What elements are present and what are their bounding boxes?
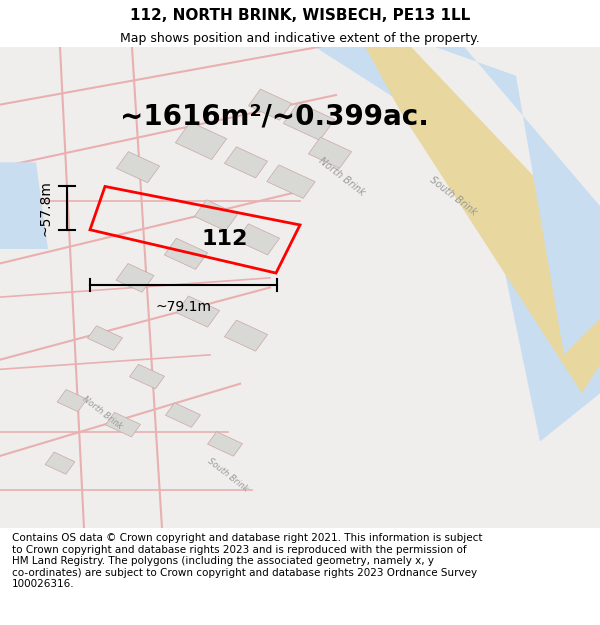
Text: Contains OS data © Crown copyright and database right 2021. This information is : Contains OS data © Crown copyright and d… [12,533,482,589]
Bar [283,102,335,140]
Polygon shape [300,38,600,441]
Bar [175,122,227,159]
Bar [88,326,122,350]
Text: 112: 112 [202,229,248,249]
Text: ~79.1m: ~79.1m [155,301,212,314]
Polygon shape [0,162,48,249]
Bar [106,412,140,437]
Bar [236,224,280,255]
Text: South Brink: South Brink [428,174,478,218]
Bar [176,296,220,327]
Polygon shape [408,38,600,355]
Polygon shape [360,38,600,393]
Text: 112, NORTH BRINK, WISBECH, PE13 1LL: 112, NORTH BRINK, WISBECH, PE13 1LL [130,8,470,23]
Bar [116,264,154,292]
Bar [248,89,292,120]
Bar [130,364,164,389]
Text: ~57.8m: ~57.8m [38,180,52,236]
Bar [224,147,268,178]
Bar [116,152,160,182]
Bar [194,200,238,231]
Bar [224,320,268,351]
Bar [267,165,315,198]
Text: Map shows position and indicative extent of the property.: Map shows position and indicative extent… [120,32,480,45]
Bar [208,432,242,456]
Bar [308,138,352,168]
Bar [45,452,75,474]
Text: ~1616m²/~0.399ac.: ~1616m²/~0.399ac. [120,102,429,131]
Text: South Brink: South Brink [206,457,250,494]
Text: North Brink: North Brink [80,394,124,431]
Bar [164,238,208,269]
Text: North Brink: North Brink [317,156,367,198]
Bar [166,402,200,428]
Bar [57,389,87,412]
